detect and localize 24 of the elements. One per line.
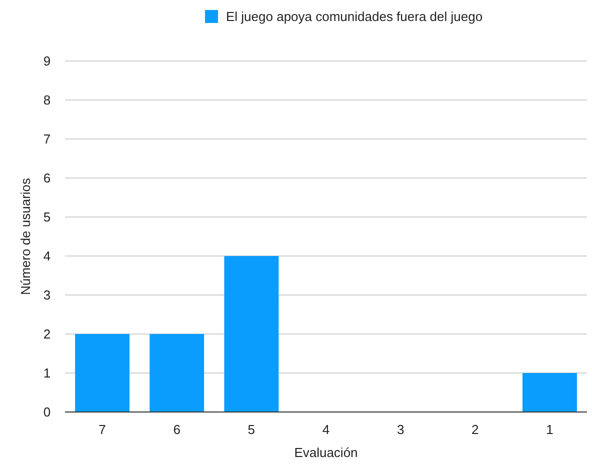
bar xyxy=(150,334,204,412)
x-tick-label: 4 xyxy=(322,422,330,437)
y-tick-label: 5 xyxy=(43,210,51,225)
y-tick-label: 3 xyxy=(43,288,51,303)
x-tick-label: 7 xyxy=(98,422,106,437)
y-tick-label: 0 xyxy=(43,404,51,420)
legend-label: El juego apoya comunidades fuera del juego xyxy=(226,9,483,24)
y-tick-label: 9 xyxy=(43,54,51,69)
y-tick-label: 6 xyxy=(43,170,51,186)
y-tick-label: 1 xyxy=(43,366,51,381)
x-tick-label: 5 xyxy=(248,422,256,437)
bar xyxy=(522,373,577,412)
y-tick-label: 2 xyxy=(43,326,51,342)
bar xyxy=(224,256,279,412)
y-tick-label: 4 xyxy=(43,248,51,264)
x-tick-label: 2 xyxy=(472,422,479,437)
x-axis-title: Evaluación xyxy=(294,445,358,460)
x-tick-label: 1 xyxy=(546,422,554,437)
bar xyxy=(75,334,130,412)
y-axis-title: Número de usuarios xyxy=(18,177,33,296)
x-tick-label: 6 xyxy=(173,422,180,437)
y-tick-label: 8 xyxy=(43,92,51,108)
y-tick-label: 7 xyxy=(43,132,51,147)
x-tick-label: 3 xyxy=(396,422,404,437)
